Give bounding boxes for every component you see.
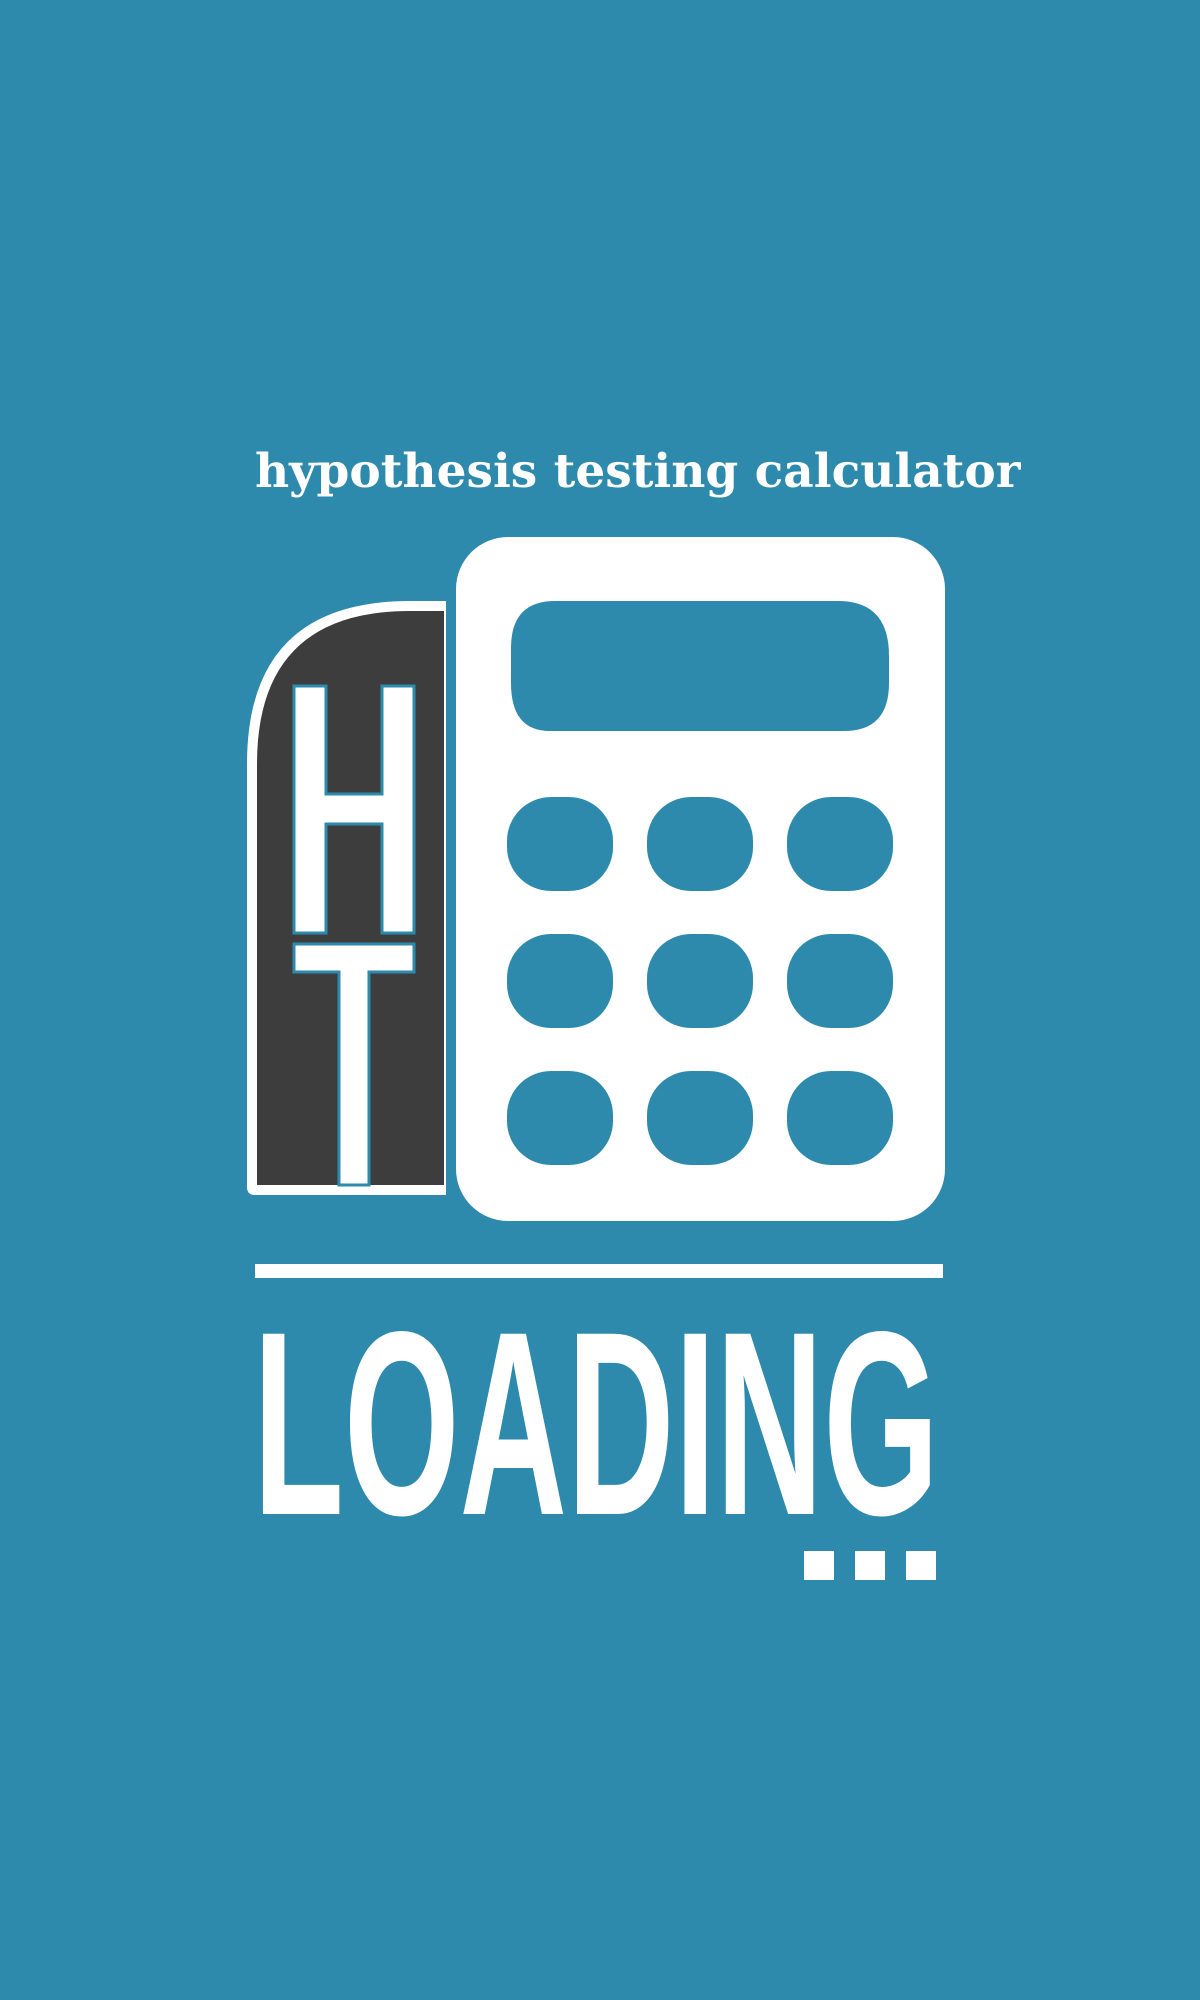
calculator-key — [647, 1071, 753, 1165]
loading-dot — [906, 1551, 936, 1580]
divider — [255, 1264, 943, 1278]
monogram-letter-t — [292, 942, 416, 1187]
calculator-key — [787, 1071, 893, 1165]
calculator-key — [787, 934, 893, 1028]
loading-label: LOADING — [253, 1300, 939, 1530]
loading-dot — [804, 1551, 834, 1580]
calculator-keypad — [507, 797, 893, 1165]
app-title: hypothesis testing calculator — [255, 444, 1021, 499]
loading-dot — [855, 1551, 885, 1580]
calculator-key — [647, 797, 753, 891]
monogram-letter-h — [292, 684, 416, 935]
calculator-display — [511, 601, 889, 731]
calculator-key — [507, 934, 613, 1028]
calculator-body — [456, 537, 945, 1221]
calculator-key — [507, 797, 613, 891]
calculator-key — [647, 934, 753, 1028]
loading-label-text: LOADING — [253, 1300, 939, 1530]
loading-ellipsis — [804, 1551, 936, 1580]
calculator-key — [507, 1071, 613, 1165]
monogram-tab — [247, 601, 446, 1195]
calculator-key — [787, 797, 893, 891]
